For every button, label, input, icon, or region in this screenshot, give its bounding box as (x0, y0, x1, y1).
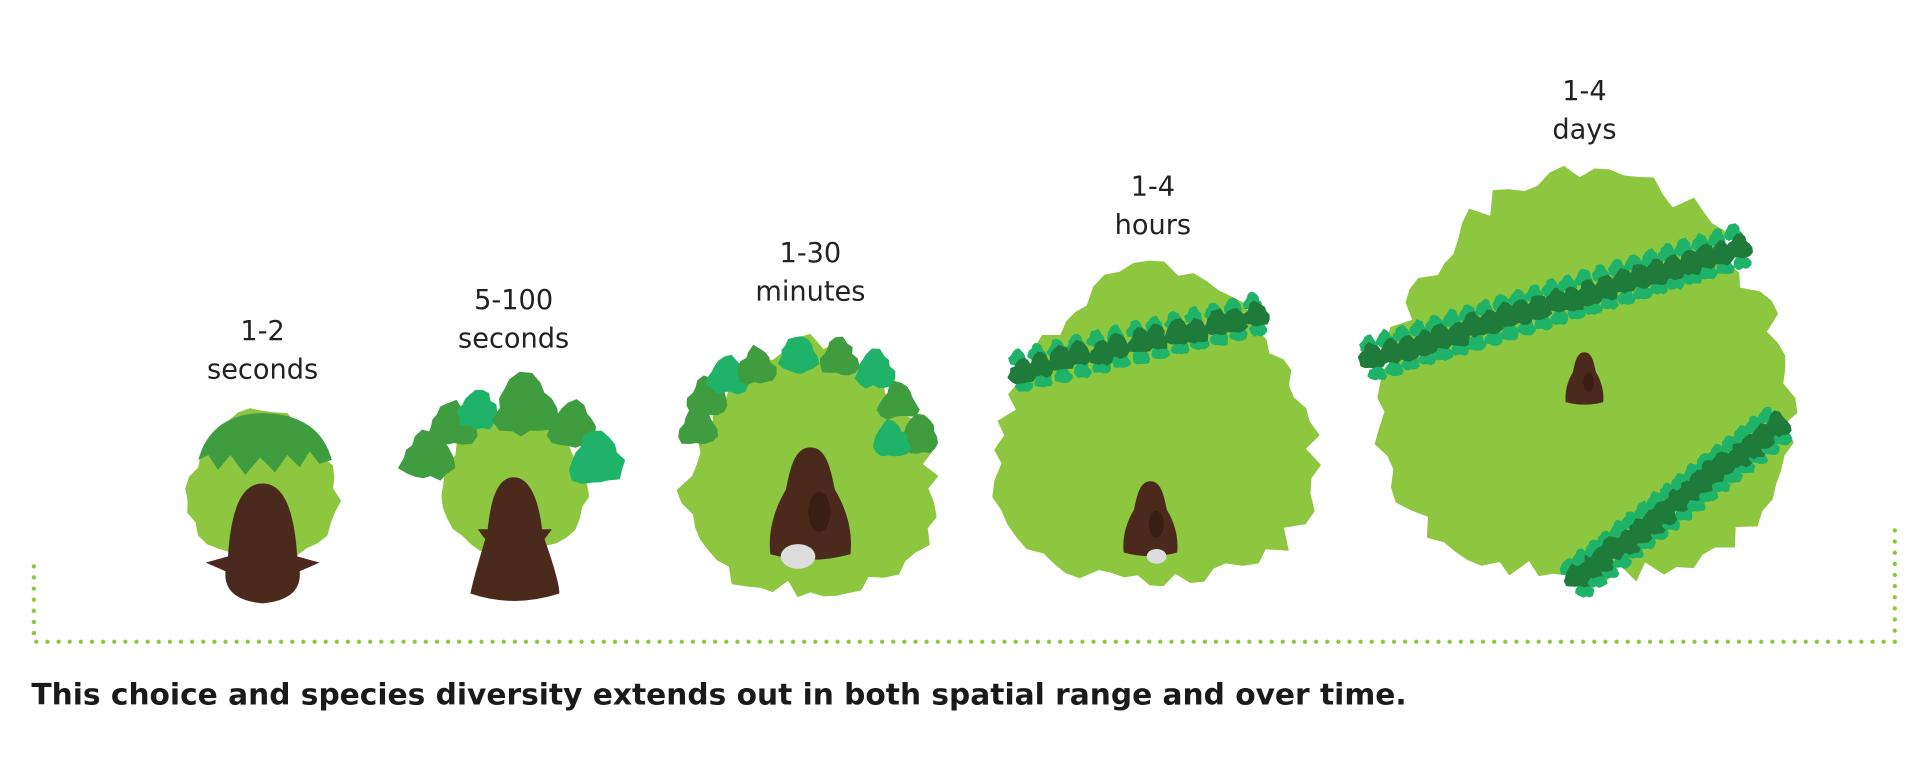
habitat-area (1047, 344, 1075, 371)
habitat-area (1590, 274, 1618, 301)
canopy (198, 412, 332, 475)
habitat-area (872, 418, 912, 457)
habitat-area (491, 371, 560, 437)
animal-patch (808, 491, 831, 532)
panel-label: seconds (207, 354, 318, 385)
panel-label: 1-4 (1131, 171, 1175, 202)
habitat-area (1027, 351, 1054, 378)
habitat-area (1104, 332, 1130, 359)
habitat-area (1220, 307, 1249, 333)
habitat-area (1182, 317, 1209, 344)
panel-label: seconds (458, 324, 569, 355)
habitat-area (1725, 233, 1753, 259)
habitat-area (546, 399, 597, 448)
habitat-area (1763, 410, 1792, 438)
panel-label: days (1552, 115, 1616, 146)
animal-patch (1146, 549, 1167, 564)
habitat-area (678, 407, 719, 445)
panel-label: 5-100 (474, 285, 553, 316)
animal-patch (780, 544, 816, 569)
habitat-area (1088, 339, 1115, 366)
habitat-area (1499, 321, 1519, 341)
animal-patch (1148, 510, 1164, 538)
panel-label: 1-2 (240, 316, 284, 347)
range-bracket (31, 527, 1897, 644)
habitat-area (706, 354, 749, 395)
habitat-area (456, 389, 500, 430)
habitat-area (1007, 357, 1037, 385)
habitat-area (1659, 254, 1688, 281)
habitat-area (1367, 362, 1388, 381)
panel-label: minutes (755, 277, 865, 308)
habitat-area (899, 413, 939, 454)
habitat-area (1441, 308, 1461, 328)
habitat-area (1357, 342, 1386, 369)
habitat-area (1164, 318, 1190, 345)
habitat-area (876, 380, 920, 420)
habitat-area (737, 344, 777, 385)
habitat-area (854, 348, 896, 389)
caption: This choice and species diversity extend… (31, 677, 1406, 712)
habitat-area (1066, 339, 1092, 366)
panel-label: hours (1115, 210, 1191, 241)
habitat-area (1506, 299, 1534, 325)
habitat-area (1142, 323, 1170, 351)
panel-label: 1-30 (780, 238, 842, 269)
habitat-area (1641, 258, 1670, 286)
animal (470, 477, 560, 601)
panel-label: 1-4 (1562, 76, 1606, 107)
habitat-area (1241, 300, 1270, 327)
habitat-area (819, 336, 860, 376)
habitat-area (777, 336, 820, 375)
animal (205, 483, 320, 604)
habitat-area (1393, 335, 1420, 362)
habitat-area (427, 399, 478, 445)
habitat-area (569, 430, 626, 484)
shapes (185, 165, 1798, 604)
habitat-area (1638, 509, 1667, 535)
animal-patch (1583, 372, 1594, 392)
habitat-area (1073, 360, 1092, 379)
